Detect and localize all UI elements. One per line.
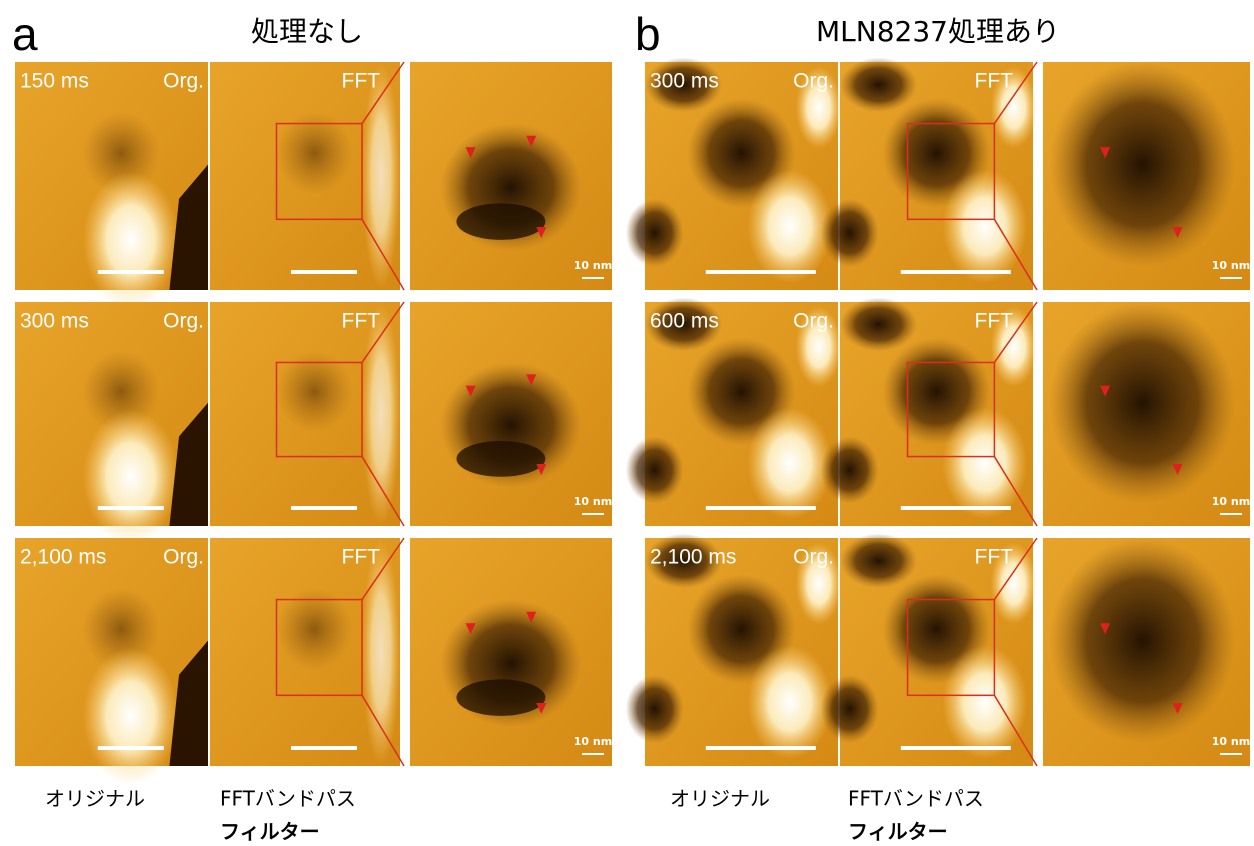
dark-spot [821, 675, 879, 743]
scale-label: 10 nm [1212, 735, 1250, 748]
caption: オリジナル [45, 787, 145, 811]
bright-spot [83, 410, 180, 544]
dark-spot [277, 351, 353, 432]
org-label: Org. [163, 70, 204, 93]
org-label: Org. [793, 70, 834, 93]
bright-spot [83, 647, 180, 784]
zoom-image: 10 nm [410, 538, 612, 766]
dark-spot [840, 298, 917, 352]
image-row: 10 nm 300 ms Org. FFT [15, 302, 612, 544]
fft-image [210, 302, 400, 526]
time-label: 300 ms [20, 310, 89, 333]
dark-spot [821, 436, 879, 503]
time-label: 2,100 ms [650, 546, 736, 569]
fft-image [210, 538, 400, 766]
bright-spot [942, 169, 1027, 283]
panel-title: 処理なし [251, 15, 363, 48]
zoom-image: 10 nm [410, 62, 612, 290]
scale-label: 10 nm [574, 735, 612, 748]
scale-label: 10 nm [574, 259, 612, 272]
panel-label: b [635, 8, 661, 60]
figure: a 処理なし 10 nm 150 ms Org. FFT 10 nm 300 ms Org. FF… [0, 0, 1254, 846]
dark-region [1049, 62, 1235, 267]
bright-spot [747, 645, 832, 759]
zoom-image: 10 nm [1043, 302, 1250, 526]
caption: オリジナル [670, 787, 770, 811]
time-label: 300 ms [650, 70, 719, 93]
dark-spot [840, 57, 917, 112]
dark-spot [626, 199, 684, 267]
fft-label: FFT [342, 310, 381, 333]
dark-spot [277, 588, 353, 670]
dark-band [456, 203, 545, 239]
dark-spot [626, 436, 684, 503]
org-label: Org. [163, 310, 204, 333]
zoom-image: 10 nm [1043, 62, 1250, 290]
time-label: 150 ms [20, 70, 89, 93]
caption: FFTバンドパス [220, 787, 356, 811]
dark-spot [840, 533, 917, 588]
org-label: Org. [163, 546, 204, 569]
image-row: 10 nm 2,100 ms Org. FFT [15, 538, 612, 784]
zoom-image: 10 nm [410, 302, 612, 526]
bright-spot [942, 645, 1027, 759]
bright-spot [747, 169, 832, 283]
dark-region [1049, 302, 1235, 504]
dark-spot [626, 675, 684, 743]
original-image [15, 302, 208, 544]
dark-band [456, 441, 545, 477]
fft-label: FFT [342, 70, 381, 93]
time-label: 600 ms [650, 310, 719, 333]
dark-spot [821, 199, 879, 267]
fft-image [210, 62, 400, 290]
scale-label: 10 nm [574, 495, 612, 508]
image-row: 10 nm 150 ms Org. FFT [15, 62, 612, 308]
bright-spot [83, 171, 180, 308]
caption: FFTバンドパス [848, 787, 984, 811]
time-label: 2,100 ms [20, 546, 106, 569]
image-row: 10 nm 2,100 ms Org. FFT [626, 533, 1251, 766]
fft-label: FFT [975, 310, 1014, 333]
dark-band [456, 679, 545, 715]
dark-spot [277, 112, 353, 194]
fft-label: FFT [342, 546, 381, 569]
scale-label: 10 nm [1212, 495, 1250, 508]
scale-label: 10 nm [1212, 259, 1250, 272]
caption: フィルター [848, 820, 948, 844]
image-row: 10 nm 600 ms Org. FFT [626, 298, 1251, 526]
bright-spot [942, 407, 1027, 519]
panel-label: a [12, 8, 38, 60]
panel-title: MLN8237処理あり [816, 15, 1060, 48]
original-image [15, 62, 208, 308]
original-image [15, 538, 208, 784]
org-label: Org. [793, 310, 834, 333]
bright-spot [747, 407, 832, 519]
dark-region [1049, 538, 1235, 743]
fft-label: FFT [975, 546, 1014, 569]
caption: フィルター [220, 820, 320, 844]
fft-label: FFT [975, 70, 1014, 93]
image-row: 10 nm 300 ms Org. FFT [626, 57, 1251, 290]
zoom-image: 10 nm [1043, 538, 1250, 766]
org-label: Org. [793, 546, 834, 569]
